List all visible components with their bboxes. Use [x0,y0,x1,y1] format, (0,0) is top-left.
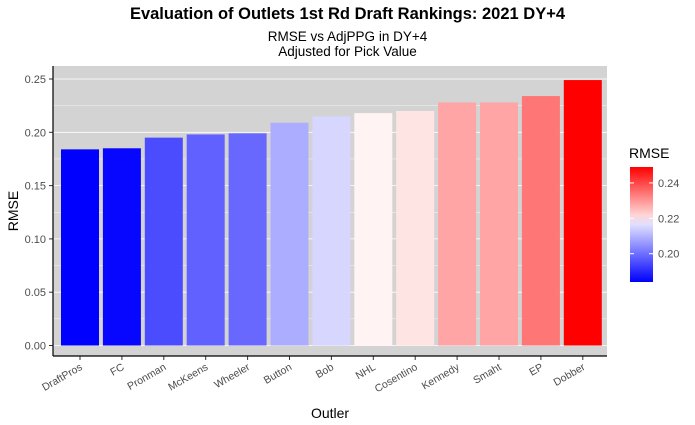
x-tick-label: DraftPros [40,361,84,394]
x-tick-label: Dobber [551,361,587,389]
bar-nhl [354,113,393,346]
x-tick-label: Wheeler [212,361,252,391]
x-tick-label: McKeens [166,361,210,393]
bars [61,80,602,346]
chart-subtitle: RMSE vs AdjPPG in DY+4 Adjusted for Pick… [0,29,695,59]
y-tick-label: 0.10 [25,234,46,246]
y-tick-label: 0.20 [25,127,46,139]
y-tick-label: 0.25 [25,74,46,86]
bar-bob [312,116,351,346]
legend-label: 0.20 [658,249,679,261]
subtitle-line-2: Adjusted for Pick Value [278,44,417,59]
y-axis-title: RMSE [5,191,21,231]
legend-label: 0.24 [658,178,679,190]
x-tick-label: EP [527,361,545,378]
bar-draftpros [61,149,99,346]
legend: RMSE 0.20 0.22 0.24 [629,145,679,282]
legend-colorbar [630,167,653,282]
x-tick-label: NHL [354,361,378,382]
bar-wheeler [228,133,267,346]
bar-cosentino [396,110,435,346]
bar-smaht [480,102,518,346]
legend-label: 0.22 [658,213,679,225]
x-tick-label: Cosentino [373,361,420,395]
x-tick-label: Pronman [125,361,168,393]
x-axis-title: Outler [311,405,349,421]
bar-ep [521,96,560,346]
y-tick-label: 0.05 [25,287,46,299]
x-tick-label: FC [108,361,126,379]
y-tick-label: 0.15 [25,181,46,193]
x-tick-label: Bob [314,361,336,381]
y-axis: 0.00 0.05 0.10 0.15 0.20 0.25 [25,66,54,356]
chart-title: Evaluation of Outlets 1st Rd Draft Ranki… [129,5,566,23]
subtitle-line-1: RMSE vs AdjPPG in DY+4 [267,29,428,44]
bar-fc [102,148,141,346]
bar-mckeens [186,134,225,346]
bar-button [270,122,309,346]
x-tick-label: Button [262,361,294,387]
bar-kennedy [438,102,477,346]
legend-title: RMSE [629,145,669,161]
y-tick-label: 0.00 [25,341,46,353]
x-tick-label: Smaht [471,361,503,387]
bar-dobber [563,80,602,346]
x-tick-label: Kennedy [420,361,463,392]
bar-pronman [144,137,183,346]
